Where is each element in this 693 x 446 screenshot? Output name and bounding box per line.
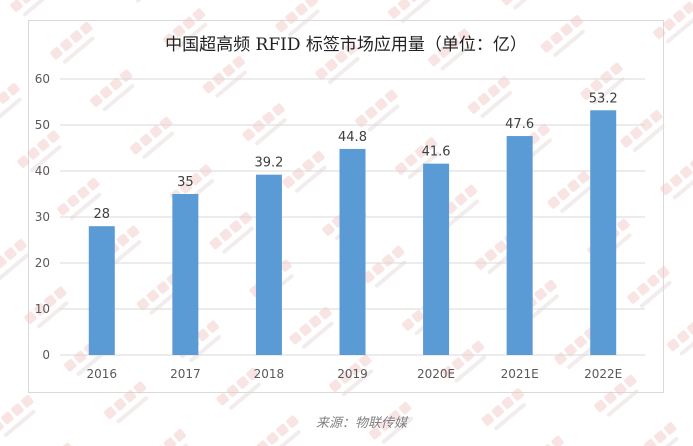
source-caption: 来源：物联传媒	[316, 416, 408, 431]
data-label: 28	[94, 207, 111, 222]
bar	[506, 136, 533, 355]
x-tick-label: 2016	[87, 367, 118, 381]
x-tick-label: 2018	[254, 367, 285, 381]
y-tick-label: 60	[35, 72, 50, 86]
data-label: 44.8	[338, 130, 367, 145]
x-tick-label: 2022E	[584, 367, 622, 381]
data-label: 41.6	[422, 145, 451, 160]
x-tick-label: 2017	[170, 367, 201, 381]
x-tick-label: 2021E	[501, 367, 539, 381]
y-tick-label: 20	[35, 256, 50, 270]
x-tick-label: 2019	[337, 367, 368, 381]
bar	[88, 226, 115, 355]
bar	[172, 194, 199, 355]
y-tick-label: 0	[42, 348, 50, 362]
y-tick-label: 30	[35, 210, 50, 224]
data-label: 35	[177, 175, 194, 190]
chart-title: 中国超高频 RFID 标签市场应用量（单位：亿）	[165, 35, 527, 55]
bar	[255, 174, 282, 355]
x-tick-label: 2020E	[417, 367, 455, 381]
data-label: 47.6	[505, 117, 534, 132]
y-tick-label: 10	[35, 302, 50, 316]
bar	[590, 110, 617, 355]
y-tick-label: 40	[35, 164, 50, 178]
data-label: 39.2	[254, 156, 283, 171]
bar	[339, 148, 366, 355]
data-label: 53.2	[589, 91, 618, 106]
bar	[423, 163, 450, 355]
y-tick-label: 50	[35, 118, 50, 132]
